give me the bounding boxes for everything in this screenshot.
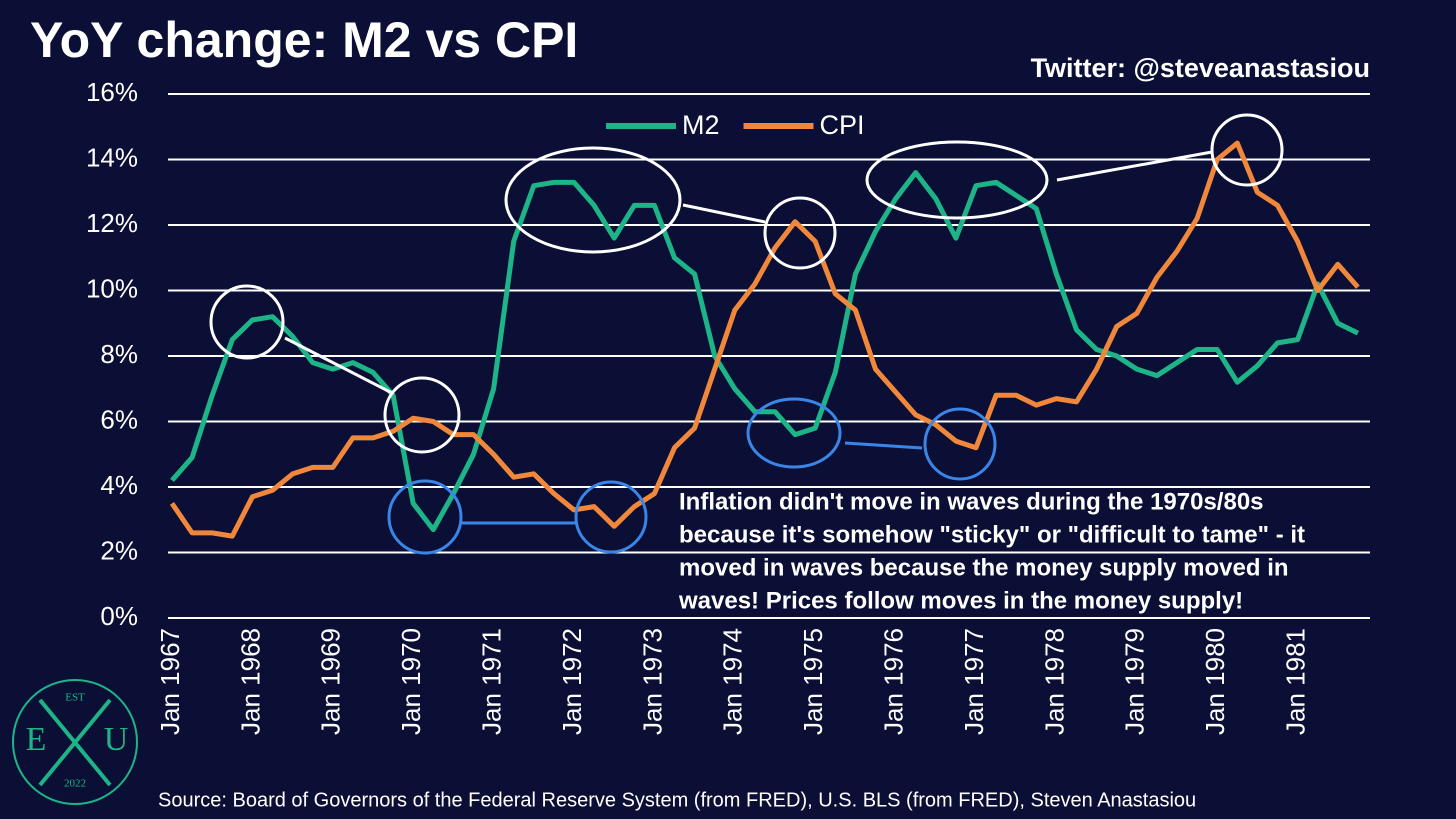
annotation: Inflation didn't move in waves during th… xyxy=(679,488,1264,515)
logo-text: E xyxy=(26,721,47,758)
highlight xyxy=(387,479,463,555)
highlight xyxy=(865,140,1049,220)
x-tick-label: Jan 1977 xyxy=(959,628,989,735)
connector xyxy=(682,203,766,224)
highlight xyxy=(574,480,648,554)
x-tick-label: Jan 1975 xyxy=(798,628,828,735)
x-tick-label: Jan 1973 xyxy=(637,628,667,735)
y-tick-label: 12% xyxy=(86,208,138,238)
chart-title: YoY change: M2 vs CPI xyxy=(30,12,578,68)
annotation: moved in waves because the money supply … xyxy=(679,554,1289,581)
connector xyxy=(284,336,393,395)
x-tick-label: Jan 1981 xyxy=(1280,628,1310,735)
x-tick-label: Jan 1970 xyxy=(396,628,426,735)
highlight xyxy=(923,407,997,481)
series-line xyxy=(170,170,1359,533)
y-tick-label: 6% xyxy=(100,404,138,434)
source: Source: Board of Governors of the Federa… xyxy=(158,789,1196,811)
legend-label: M2 xyxy=(682,110,720,140)
highlight xyxy=(504,146,682,254)
x-tick-label: Jan 1967 xyxy=(155,628,185,735)
series-line xyxy=(169,140,1360,539)
y-tick-label: 2% xyxy=(100,535,138,565)
x-tick-label: Jan 1971 xyxy=(476,628,506,735)
highlight xyxy=(209,284,285,360)
x-tick-label: Jan 1974 xyxy=(718,628,748,735)
x-tick-label: Jan 1972 xyxy=(557,628,587,735)
annotation: because it's somehow "sticky" or "diffic… xyxy=(679,521,1305,548)
y-tick-label: 16% xyxy=(86,77,138,107)
credit: Twitter: @steveanastasiou xyxy=(1031,53,1370,83)
logo-text: U xyxy=(104,721,129,758)
logo-text: 2022 xyxy=(64,778,86,790)
y-tick-label: 4% xyxy=(100,470,138,500)
highlights xyxy=(209,113,1284,555)
grid xyxy=(168,93,1370,619)
annotation: waves! Prices follow moves in the money … xyxy=(678,587,1243,614)
x-tick-label: Jan 1978 xyxy=(1039,628,1069,735)
x-tick-label: Jan 1979 xyxy=(1120,628,1150,735)
x-tick-label: Jan 1969 xyxy=(316,628,346,735)
y-tick-label: 8% xyxy=(100,339,138,369)
highlight xyxy=(383,376,461,454)
highlight xyxy=(1210,113,1284,187)
y-tick-label: 10% xyxy=(86,273,138,303)
logo: EST E U 2022 xyxy=(12,679,138,805)
logo-cross xyxy=(38,698,112,787)
logo-text: EST xyxy=(65,692,85,704)
lines xyxy=(169,140,1360,539)
x-tick-label: Jan 1980 xyxy=(1200,628,1230,735)
y-tick-label: 14% xyxy=(86,142,138,172)
highlight xyxy=(746,397,842,469)
highlight xyxy=(763,196,837,270)
legend-label: CPI xyxy=(820,110,865,140)
y-tick-label: 0% xyxy=(100,601,138,631)
x-tick-label: Jan 1976 xyxy=(878,628,908,735)
connector xyxy=(844,441,923,450)
x-tick-label: Jan 1968 xyxy=(235,628,265,735)
connector xyxy=(1056,150,1213,182)
